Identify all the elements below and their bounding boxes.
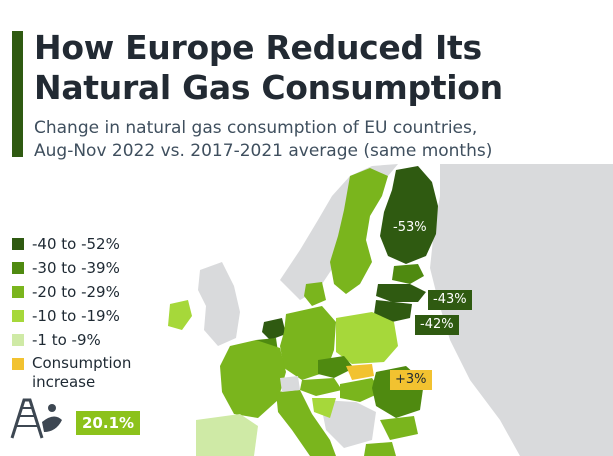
oil-derrick-logo-icon <box>10 398 62 439</box>
region-spain <box>196 414 258 456</box>
legend-label: -1 to -9% <box>32 331 101 349</box>
legend-label: Consumption increase <box>32 354 132 391</box>
region-hungary <box>340 378 382 402</box>
map-legend: -40 to -52% -30 to -39% -20 to -29% -10 … <box>12 234 192 398</box>
region-balkans <box>320 400 376 448</box>
region-netherlands <box>262 318 286 340</box>
region-uk <box>198 262 240 346</box>
region-switzerland <box>280 376 300 392</box>
legend-item-increase: Consumption increase <box>12 354 192 398</box>
title-line-2: Natural Gas Consumption <box>34 68 503 107</box>
latvia-badge: -43% <box>428 290 472 310</box>
lithuania-badge: -42% <box>415 315 459 335</box>
legend-item-40-52: -40 to -52% <box>12 234 192 258</box>
region-ireland <box>168 300 192 330</box>
region-lithuania <box>374 300 412 322</box>
legend-label: -30 to -39% <box>32 259 120 277</box>
legend-swatch <box>12 238 24 250</box>
region-sweden <box>330 168 388 294</box>
eu-total-badge: 20.1% <box>76 411 141 435</box>
romania-badge: +3% <box>390 370 432 390</box>
legend-swatch <box>12 262 24 274</box>
europe-map <box>168 164 613 456</box>
region-latvia <box>376 284 426 302</box>
legend-swatch <box>12 334 24 346</box>
page-subtitle: Change in natural gas consumption of EU … <box>34 117 604 163</box>
subtitle-line-2: Aug-Nov 2022 vs. 2017-2021 average (same… <box>34 141 493 161</box>
legend-swatch <box>12 358 24 370</box>
region-poland <box>336 312 398 364</box>
subtitle-line-1: Change in natural gas consumption of EU … <box>34 118 478 138</box>
legend-label: -20 to -29% <box>32 283 120 301</box>
legend-item-10-19: -10 to -19% <box>12 306 192 330</box>
region-russia <box>430 164 613 456</box>
title-line-1: How Europe Reduced Its <box>34 28 482 67</box>
region-denmark <box>304 282 326 306</box>
legend-label: -10 to -19% <box>32 307 120 325</box>
region-croatia <box>312 398 336 418</box>
region-czechia <box>318 356 354 378</box>
region-greece <box>364 442 396 456</box>
region-austria <box>300 378 342 396</box>
legend-item-20-29: -20 to -29% <box>12 282 192 306</box>
legend-label: -40 to -52% <box>32 235 120 253</box>
region-bulgaria <box>380 416 418 440</box>
legend-item-30-39: -30 to -39% <box>12 258 192 282</box>
region-finland <box>380 166 438 264</box>
legend-swatch <box>12 310 24 322</box>
region-slovakia <box>346 364 374 380</box>
region-france <box>220 340 286 418</box>
finland-label: -53% <box>393 220 427 235</box>
region-estonia <box>392 264 424 284</box>
legend-item-1-9: -1 to -9% <box>12 330 192 354</box>
region-italy <box>276 390 336 456</box>
title-accent-bar <box>12 31 23 157</box>
page-title: How Europe Reduced Its Natural Gas Consu… <box>34 28 594 108</box>
legend-swatch <box>12 286 24 298</box>
